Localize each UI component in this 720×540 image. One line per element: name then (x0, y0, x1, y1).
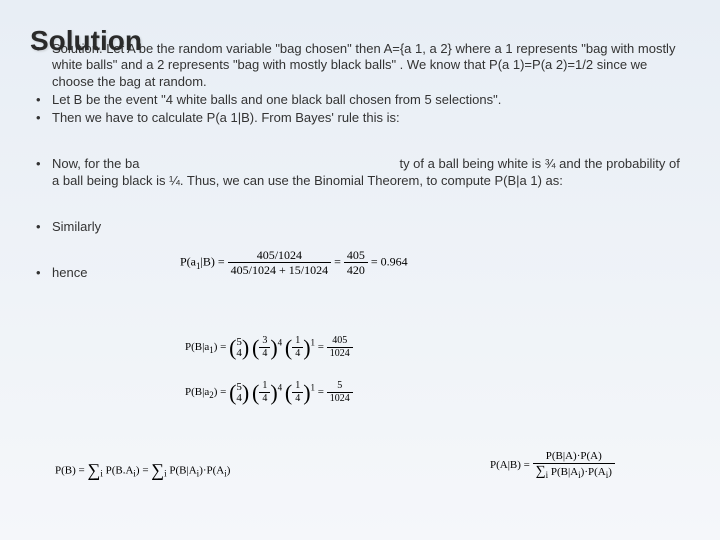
formula-pa-b: P(A|B) = P(B|A)·P(A) ∑i P(B|Ai)·P(Ai) (490, 450, 615, 481)
bullet-4-pre: Now, for the ba (52, 156, 139, 171)
bullet-list: Solution. Let A be the random variable "… (30, 41, 690, 281)
bullet-4: Now, for the baty of a ball being white … (30, 156, 690, 189)
bullet-3: Then we have to calculate P(a 1|B). From… (30, 110, 690, 126)
formula-pb-a1: P(B|a1) = (54) (34)4 (14)1 = 4051024 (185, 335, 353, 360)
bullet-5: Similarly (30, 219, 690, 235)
bullet-4-post: ty of a ball being white is ¾ and the pr… (52, 156, 680, 187)
formula-pb-sum: P(B) = ∑i P(B.Ai) = ∑i P(B|Ai)·P(Ai) (55, 460, 230, 482)
page-title: Solution (30, 25, 690, 57)
formula-pb-a2: P(B|a2) = (54) (14)4 (14)1 = 51024 (185, 380, 353, 405)
bullet-2: Let B be the event "4 white balls and on… (30, 92, 690, 108)
formula-bayes: P(a1|B) = 405/1024 405/1024 + 15/1024 = … (180, 248, 408, 278)
